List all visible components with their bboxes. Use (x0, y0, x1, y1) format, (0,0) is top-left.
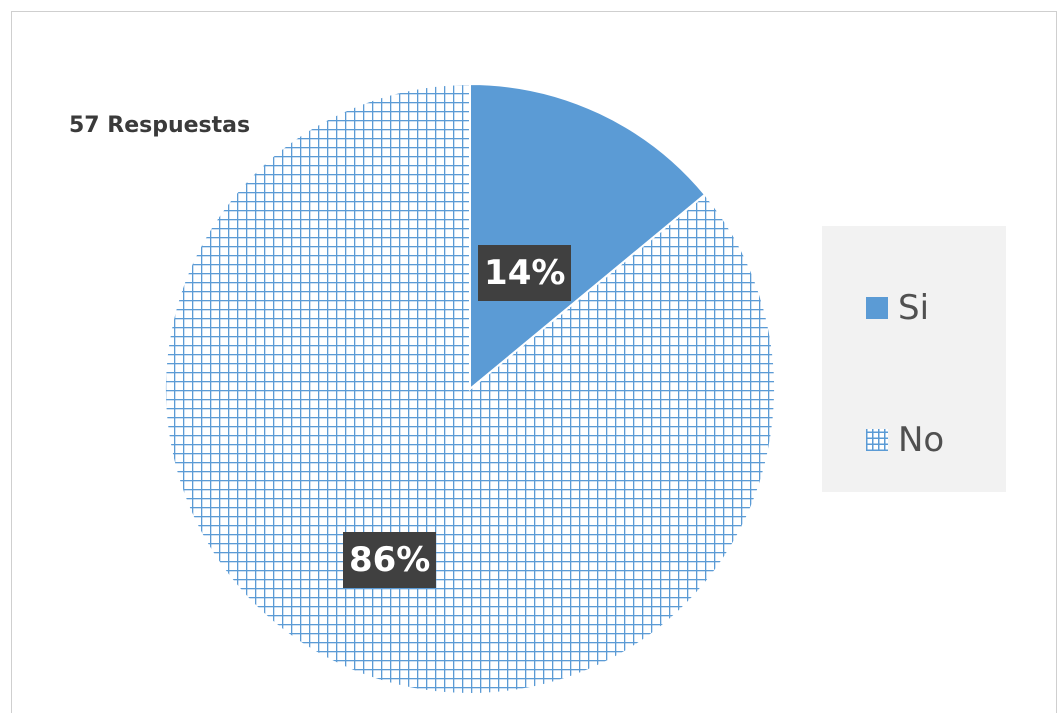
legend-label-si: Si (898, 288, 930, 328)
pie-chart (164, 82, 776, 695)
legend-swatch-si (866, 297, 888, 319)
chart-area: 57 Respuestas 14% 86% Si No (11, 11, 1057, 713)
legend-item-no: No (866, 420, 944, 460)
pie-slice-no (164, 82, 776, 695)
slice-data-label-no: 86% (342, 532, 437, 589)
chart-legend: Si No (822, 226, 1006, 492)
legend-label-no: No (898, 420, 945, 460)
responses-count-label: 57 Respuestas (69, 113, 251, 138)
pie-slices (164, 82, 776, 695)
pie-slice-si (469, 82, 707, 392)
legend-swatch-no (866, 429, 888, 451)
slice-data-label-si: 14% (478, 245, 572, 302)
legend-item-si: Si (866, 288, 929, 328)
